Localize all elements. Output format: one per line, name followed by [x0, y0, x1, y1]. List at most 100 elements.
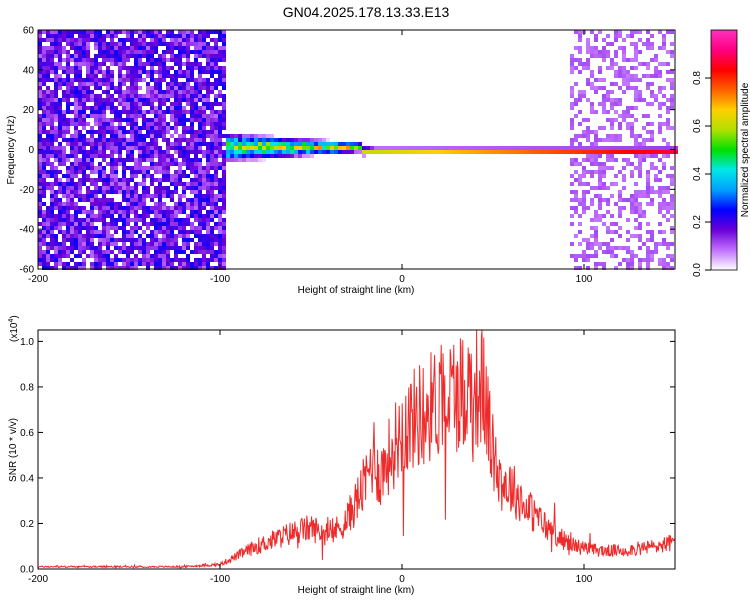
spectrogram-cell — [642, 142, 646, 146]
spectrogram-cell — [150, 50, 154, 54]
spectrogram-cell — [214, 114, 218, 118]
spectrogram-cell — [74, 254, 78, 258]
spectrogram-cell — [358, 146, 362, 150]
spectrogram-cell — [102, 130, 106, 134]
spectrogram-cell — [202, 134, 206, 138]
spectrogram-cell — [222, 154, 226, 158]
spectrogram-cell — [86, 186, 90, 190]
spectrogram-cell — [146, 62, 150, 66]
spectrogram-cell — [190, 150, 194, 154]
spectrogram-cell — [46, 254, 50, 258]
spectrogram-cell — [86, 254, 90, 258]
spectrogram-cell — [194, 194, 198, 198]
spectrogram-cell — [58, 142, 62, 146]
spectrogram-cell — [650, 190, 654, 194]
spectrogram-cell — [114, 238, 118, 242]
spectrogram-cell — [94, 258, 98, 262]
spectrogram-cell — [198, 66, 202, 70]
spectrogram-cell — [594, 170, 598, 174]
spectrogram-cell — [94, 146, 98, 150]
spectrogram-cell — [598, 182, 602, 186]
spectrogram-cell — [70, 118, 74, 122]
spectrogram-cell — [154, 190, 158, 194]
spectrogram-cell — [186, 78, 190, 82]
spectrogram-cell — [186, 186, 190, 190]
spectrogram-cell — [198, 266, 202, 270]
spectrogram-cell — [90, 178, 94, 182]
spectrogram-cell — [182, 242, 186, 246]
spectrogram-cell — [102, 234, 106, 238]
spectrogram-cell — [222, 186, 226, 190]
spectrogram-cell — [646, 82, 650, 86]
spectrogram-cell — [146, 266, 150, 270]
spectrogram-cell — [110, 30, 114, 34]
spectrogram-cell — [206, 190, 210, 194]
spectrogram-cell — [654, 54, 658, 58]
spectrogram-cell — [186, 242, 190, 246]
spectrogram-cell — [126, 74, 130, 78]
spectrogram-cell — [126, 154, 130, 158]
spectrogram-cell — [658, 262, 662, 266]
spectrogram-cell — [578, 174, 582, 178]
spectrogram-cell — [90, 78, 94, 82]
spectrogram-cell — [142, 178, 146, 182]
spectrogram-cell — [106, 122, 110, 126]
spectrogram-cell — [202, 114, 206, 118]
spectrogram-cell — [98, 102, 102, 106]
spectrogram-cell — [130, 178, 134, 182]
spectrogram-cell — [662, 94, 666, 98]
spectrogram-cell — [102, 74, 106, 78]
spectrogram-cell — [178, 86, 182, 90]
spectrogram-cell — [74, 266, 78, 270]
spectrogram-cell — [662, 46, 666, 50]
spectrogram-cell — [198, 194, 202, 198]
spectrogram-cell — [638, 90, 642, 94]
spectrogram-cell — [234, 150, 238, 154]
spectrogram-cell — [666, 242, 670, 246]
spectrogram-cell — [198, 170, 202, 174]
spectrogram-cell — [598, 214, 602, 218]
spectrogram-cell — [626, 82, 630, 86]
spectrogram-cell — [198, 214, 202, 218]
spectrogram-cell — [598, 150, 602, 154]
spectrogram-cell — [258, 138, 262, 142]
spectrogram-cell — [614, 62, 618, 66]
spectrogram-cell — [114, 106, 118, 110]
spectrogram-cell — [174, 214, 178, 218]
spectrogram-cell — [174, 146, 178, 150]
spectrogram-cell — [202, 198, 206, 202]
spectrogram-cell — [170, 126, 174, 130]
spectrogram-cell — [118, 258, 122, 262]
spectrogram-cell — [610, 102, 614, 106]
spectrogram-cell — [222, 246, 226, 250]
spectrogram-cell — [66, 186, 70, 190]
spectrogram-cell — [50, 218, 54, 222]
spectrogram-cell — [122, 190, 126, 194]
spectrogram-cell — [662, 38, 666, 42]
spectrogram-cell — [582, 238, 586, 242]
spectrogram-cell — [662, 102, 666, 106]
spectrogram-cell — [598, 78, 602, 82]
spectrogram-cell — [206, 122, 210, 126]
spectrogram-cell — [238, 154, 242, 158]
spectrogram-cell — [38, 262, 42, 266]
spectrogram-cell — [46, 210, 50, 214]
spectrogram-cell — [186, 142, 190, 146]
spectrogram-cell — [214, 154, 218, 158]
spectrogram-cell — [82, 162, 86, 166]
spectrogram-cell — [426, 146, 430, 150]
spectrogram-cell — [570, 62, 574, 66]
spectrogram-cell — [158, 250, 162, 254]
spectrogram-cell — [66, 142, 70, 146]
spectrogram-cell — [578, 134, 582, 138]
spectrogram-cell — [190, 94, 194, 98]
spectrogram-cell — [110, 138, 114, 142]
spectrogram-cell — [294, 138, 298, 142]
spectrogram-cell — [658, 190, 662, 194]
spectrogram-cell — [98, 126, 102, 130]
spectrogram-cell — [74, 30, 78, 34]
spectrogram-cell — [134, 62, 138, 66]
spectrogram-cell — [642, 194, 646, 198]
spectrogram-cell — [194, 102, 198, 106]
spectrogram-cell — [198, 134, 202, 138]
